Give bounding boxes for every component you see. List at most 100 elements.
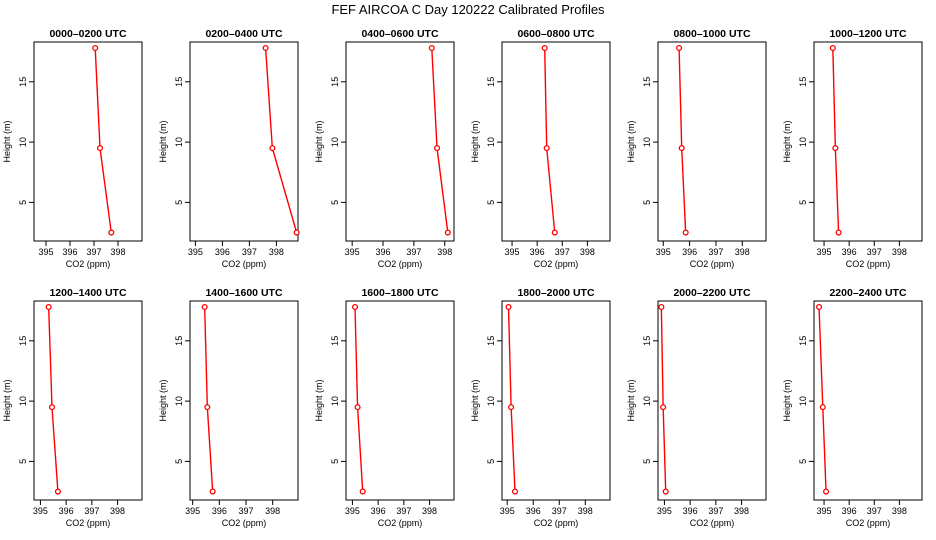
x-tick-label: 395 xyxy=(345,247,360,257)
y-tick-label: 5 xyxy=(18,200,28,205)
y-tick-label: 15 xyxy=(330,336,340,346)
x-tick-label: 395 xyxy=(33,506,48,516)
panel-title: 2200–2400 UTC xyxy=(829,287,906,299)
plot-frame xyxy=(501,300,611,501)
y-tick-label: 15 xyxy=(174,336,184,346)
x-tick-label: 396 xyxy=(526,506,541,516)
x-tick-label: 398 xyxy=(734,506,749,516)
chart-panel: 1000–1200 UTC 395 396 397 398 5 10 15 CO2 (ppm) H… xyxy=(782,28,923,269)
data-point xyxy=(543,145,550,152)
chart-panel: 2200–2400 UTC 395 396 397 398 5 10 15 CO2 (ppm) H… xyxy=(782,287,923,528)
x-tick-label: 396 xyxy=(682,247,697,257)
data-point xyxy=(96,145,104,152)
x-tick-label: 396 xyxy=(376,247,391,257)
data-point xyxy=(505,303,512,311)
data-point xyxy=(428,44,435,52)
x-tick-label: 396 xyxy=(59,506,74,516)
x-tick-label: 397 xyxy=(555,247,570,257)
y-tick-label: 15 xyxy=(18,336,28,346)
panel-title: 0600–0800 UTC xyxy=(517,28,594,40)
y-tick-label: 15 xyxy=(18,77,28,87)
y-tick-label: 5 xyxy=(798,459,808,464)
y-tick-label: 10 xyxy=(798,396,808,406)
y-tick-label: 15 xyxy=(798,336,808,346)
y-tick-label: 5 xyxy=(486,459,496,464)
x-axis-label: CO2 (ppm) xyxy=(534,259,579,269)
y-tick-label: 15 xyxy=(330,77,340,87)
y-tick-label: 15 xyxy=(642,77,652,87)
series-line xyxy=(678,48,687,233)
panel-title: 2000–2200 UTC xyxy=(673,287,750,299)
data-point xyxy=(551,229,558,236)
x-tick-label: 396 xyxy=(371,506,386,516)
y-tick-label: 5 xyxy=(642,200,652,205)
x-tick-label: 398 xyxy=(110,506,125,516)
x-tick-label: 396 xyxy=(62,247,77,257)
x-tick-label: 395 xyxy=(817,247,832,257)
chart-panel: 1600–1800 UTC 395 396 397 398 5 10 15 CO2 (ppm) H… xyxy=(314,287,455,528)
chart-panel: 0000–0200 UTC 395 396 397 398 5 10 15 CO2 (ppm) H… xyxy=(2,28,143,269)
y-tick-label: 10 xyxy=(174,137,184,147)
data-point xyxy=(660,404,667,411)
y-axis-label: Height (m) xyxy=(2,379,12,421)
plot-frame xyxy=(33,300,143,501)
series-line xyxy=(94,47,112,233)
y-axis-label: Height (m) xyxy=(2,120,12,162)
y-tick-label: 10 xyxy=(18,396,28,406)
y-axis-label: Height (m) xyxy=(158,120,168,162)
x-tick-label: 397 xyxy=(242,247,257,257)
chart-panel: 0200–0400 UTC 395 396 397 398 5 10 15 CO2 (ppm) H… xyxy=(158,28,300,269)
x-tick-label: 395 xyxy=(188,247,203,257)
x-tick-label: 398 xyxy=(892,247,907,257)
data-point xyxy=(511,488,519,495)
x-tick-label: 396 xyxy=(212,506,227,516)
chart-panel: 0600–0800 UTC 395 396 397 398 5 10 15 CO2 (ppm) H… xyxy=(470,28,611,269)
x-tick-label: 398 xyxy=(269,247,284,257)
data-point xyxy=(108,229,115,236)
y-tick-label: 10 xyxy=(330,396,340,406)
series-line xyxy=(354,307,364,492)
y-tick-label: 15 xyxy=(174,77,184,87)
series-line xyxy=(47,307,59,492)
x-tick-label: 396 xyxy=(530,247,545,257)
x-axis-label: CO2 (ppm) xyxy=(222,259,267,269)
x-axis-label: CO2 (ppm) xyxy=(846,259,891,269)
y-tick-label: 5 xyxy=(642,459,652,464)
y-tick-label: 5 xyxy=(798,200,808,205)
series-line xyxy=(264,47,298,233)
panel-grid: 0000–0200 UTC 395 396 397 398 5 10 15 CO2 (ppm) H… xyxy=(2,28,923,528)
series-line xyxy=(544,48,556,233)
x-tick-label: 397 xyxy=(708,247,723,257)
series-line xyxy=(660,307,667,492)
x-axis-label: CO2 (ppm) xyxy=(378,259,423,269)
panel-title: 0800–1000 UTC xyxy=(673,28,750,40)
y-tick-label: 5 xyxy=(174,459,184,464)
data-point xyxy=(444,229,451,236)
chart-panel: 0800–1000 UTC 395 396 397 398 5 10 15 CO2 (ppm) H… xyxy=(626,28,767,269)
y-axis-label: Height (m) xyxy=(470,120,480,162)
x-tick-label: 398 xyxy=(437,247,452,257)
data-point xyxy=(678,145,685,152)
x-tick-label: 396 xyxy=(842,247,857,257)
data-point xyxy=(541,44,548,52)
plot-frame xyxy=(33,41,143,242)
x-tick-label: 395 xyxy=(185,506,200,516)
data-point xyxy=(201,303,208,311)
data-point xyxy=(433,145,441,152)
y-tick-label: 5 xyxy=(486,200,496,205)
data-point xyxy=(832,145,839,152)
data-point xyxy=(269,145,276,152)
x-axis-label: CO2 (ppm) xyxy=(66,259,111,269)
data-point xyxy=(351,303,359,311)
x-tick-label: 398 xyxy=(892,506,907,516)
panel-title: 1400–1600 UTC xyxy=(205,287,282,299)
y-tick-label: 10 xyxy=(174,396,184,406)
data-point xyxy=(676,44,683,52)
x-tick-label: 398 xyxy=(580,247,595,257)
figure-title: FEF AIRCOA C Day 120222 Calibrated Profi… xyxy=(331,2,605,17)
x-axis-label: CO2 (ppm) xyxy=(378,518,423,528)
y-tick-label: 15 xyxy=(642,336,652,346)
data-point xyxy=(359,488,366,495)
y-tick-label: 10 xyxy=(642,137,652,147)
